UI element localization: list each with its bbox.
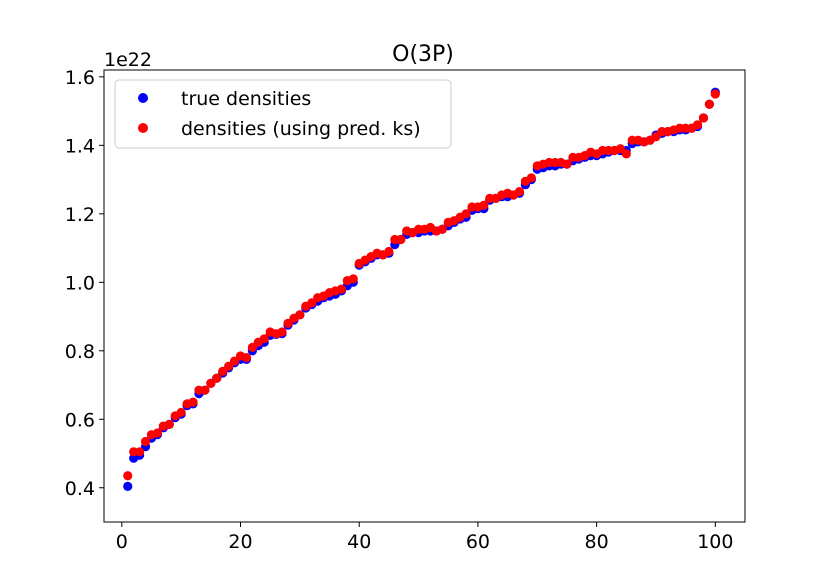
plot-area [123,87,720,491]
y-tick-label: 0.4 [65,478,95,500]
legend-box [114,79,452,149]
plot-frame [103,69,746,523]
data-point [437,224,447,234]
x-tick-label: 100 [697,531,733,553]
legend-marker [138,123,148,133]
data-point [621,149,631,159]
data-point [698,113,709,123]
x-tick-label: 60 [466,531,490,553]
x-tick-label: 40 [347,531,371,553]
x-tick-label: 0 [116,531,128,553]
y-tick-label: 0.6 [65,409,95,431]
data-point [135,447,145,457]
chart-title: O(3P) [392,42,454,67]
data-point [123,471,133,481]
data-point [206,378,216,388]
legend: true densities densities (using pred. ks) [114,79,452,149]
data-point [461,209,471,219]
data-point [384,246,394,257]
data-point [562,159,572,169]
data-point [526,173,536,183]
data-point [224,361,234,371]
data-point [615,144,625,154]
data-point [710,89,720,99]
data-point [651,132,661,142]
data-point [514,186,525,197]
data-point [479,200,489,210]
y-axis: 0.4 0.6 0.8 1.0 1.2 1.4 1.6 [65,67,104,500]
data-point [247,342,257,352]
y-tick-label: 0.8 [65,341,95,363]
x-tick-label: 80 [585,531,609,553]
y-tick-label: 1.6 [65,67,95,89]
data-point [396,234,406,245]
y-tick-label: 1.0 [65,272,95,294]
data-point [200,385,210,395]
data-point [307,298,317,308]
data-point [152,428,163,438]
series-predicted-densities [123,89,720,481]
x-axis: 0 20 40 60 80 100 [116,522,733,553]
data-point [295,310,305,320]
legend-label: true densities [181,88,311,110]
data-point [140,436,151,447]
legend-marker [138,93,148,103]
data-point [241,353,252,363]
data-point [176,407,186,418]
data-point [692,120,703,130]
y-axis-multiplier: 1e22 [104,49,152,71]
x-tick-label: 20 [228,531,252,553]
data-point [164,419,174,430]
data-point [277,327,287,337]
data-point [259,334,269,344]
legend-label: densities (using pred. ks) [181,118,421,140]
y-tick-label: 1.2 [65,204,95,226]
data-point [336,284,347,294]
data-point [123,481,133,491]
data-point [212,373,222,383]
data-point [229,356,240,366]
data-point [283,318,293,328]
data-point [188,397,198,407]
data-point [704,99,714,109]
y-tick-label: 1.4 [65,135,95,157]
data-point [218,366,228,376]
data-point [348,274,358,284]
